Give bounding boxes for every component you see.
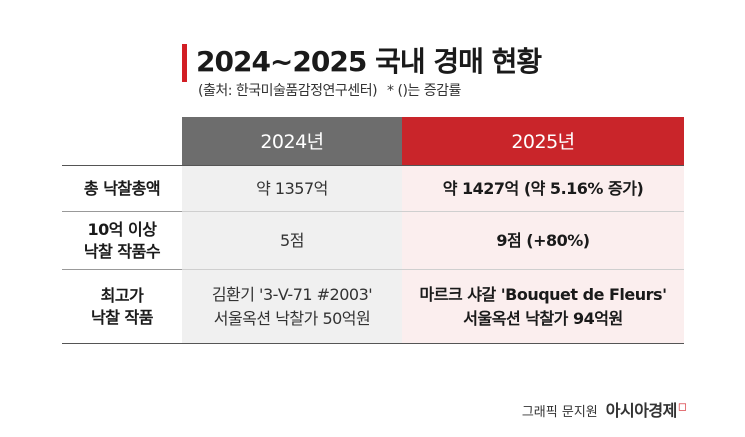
subtitle: (출처: 한국미술품감정연구센터) * ()는 증감률 (198, 80, 461, 100)
table-header-row: 2024년 2025년 (62, 117, 684, 166)
divider (62, 343, 684, 344)
value-2025: 약 1427억 (약 5.16% 증가) (402, 166, 684, 212)
value-line: 약 1357억 (256, 179, 328, 198)
value-line: 마르크 샤갈 'Bouquet de Fleurs' (419, 285, 667, 304)
header-2025: 2025년 (402, 117, 684, 166)
row-label-line: 총 낙찰총액 (83, 179, 161, 198)
table-row: 10억 이상 낙찰 작품수 5점 9점 (+80%) (62, 212, 684, 270)
row-label-line: 10억 이상 (87, 220, 157, 239)
value-line: 서울옥션 낙찰가 94억원 (463, 309, 623, 328)
row-label: 10억 이상 낙찰 작품수 (62, 212, 182, 270)
brand-mark-icon: ◻ (677, 400, 687, 413)
page-title: 2024~2025 국내 경매 현황 (196, 45, 542, 78)
value-line: 김환기 '3-V-71 #2003' (211, 285, 373, 304)
value-line: 서울옥션 낙찰가 50억원 (213, 309, 371, 328)
note-text: * ()는 증감률 (387, 83, 461, 99)
value-line: 약 1427억 (약 5.16% 증가) (442, 179, 644, 198)
value-2024: 김환기 '3-V-71 #2003' 서울옥션 낙찰가 50억원 (182, 270, 402, 344)
value-2025: 9점 (+80%) (402, 212, 684, 270)
value-2024: 약 1357억 (182, 166, 402, 212)
divider (182, 269, 684, 270)
brand-logo: 아시아경제 (605, 401, 678, 420)
source-text: (출처: 한국미술품감정연구센터) (198, 83, 378, 99)
value-line: 9점 (+80%) (496, 231, 590, 250)
divider (62, 165, 684, 166)
row-label-line: 최고가 (100, 286, 144, 305)
row-label: 총 낙찰총액 (62, 166, 182, 212)
header-empty-cell (62, 117, 182, 166)
row-label: 최고가 낙찰 작품 (62, 270, 182, 344)
table-row: 총 낙찰총액 약 1357억 약 1427억 (약 5.16% 증가) (62, 166, 684, 212)
divider (182, 211, 684, 212)
divider (62, 269, 182, 270)
value-2025: 마르크 샤갈 'Bouquet de Fleurs' 서울옥션 낙찰가 94억원 (402, 270, 684, 344)
row-label-line: 낙찰 작품수 (83, 242, 161, 261)
value-2024: 5점 (182, 212, 402, 270)
row-label-line: 낙찰 작품 (91, 308, 153, 327)
title-accent-bar (182, 44, 187, 82)
credit-line: 그래픽 문지원 아시아경제 ◻ (522, 397, 687, 421)
divider (62, 211, 182, 212)
graphic-credit: 그래픽 문지원 (521, 405, 598, 420)
value-line: 5점 (280, 231, 304, 250)
header-2024: 2024년 (182, 117, 402, 166)
auction-table: 2024년 2025년 총 낙찰총액 약 1357억 약 1427억 (약 5.… (62, 117, 684, 344)
table-row: 최고가 낙찰 작품 김환기 '3-V-71 #2003' 서울옥션 낙찰가 50… (62, 270, 684, 344)
